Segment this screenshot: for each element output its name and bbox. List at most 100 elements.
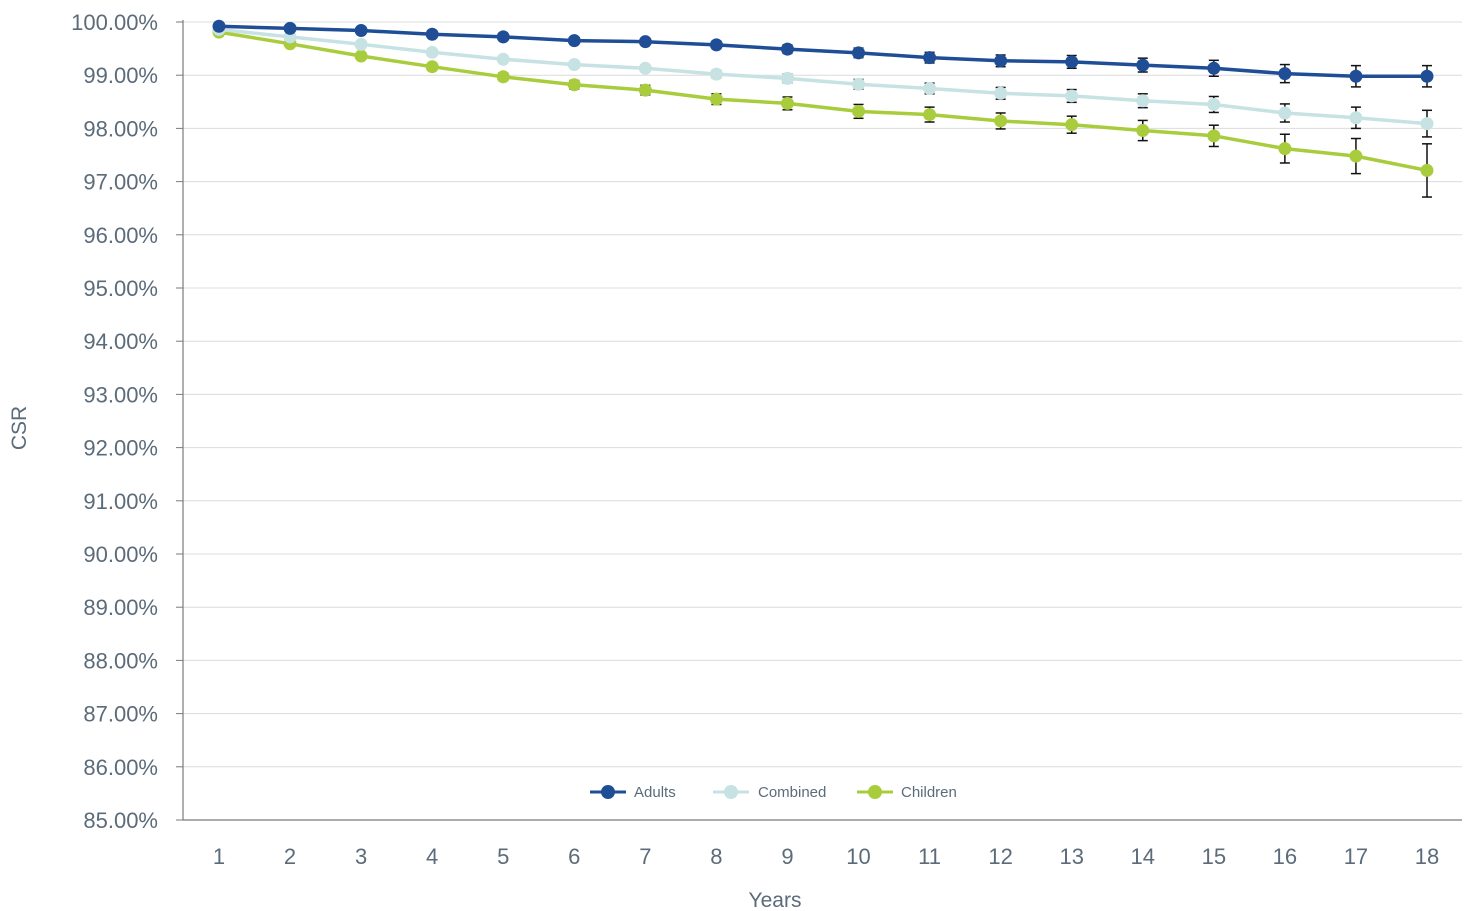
x-tick-label: 5 — [497, 844, 509, 869]
data-point — [852, 46, 866, 60]
data-point — [496, 30, 510, 44]
legend-swatch-marker — [724, 785, 738, 799]
data-point — [283, 21, 297, 35]
y-tick-label: 96.00% — [83, 223, 158, 248]
legend-swatch-marker — [868, 785, 882, 799]
data-point — [1065, 55, 1079, 69]
data-point — [638, 61, 652, 75]
legend-label: Adults — [634, 784, 676, 801]
data-point — [709, 38, 723, 52]
data-point — [567, 58, 581, 72]
data-point — [1207, 61, 1221, 75]
x-tick-label: 8 — [710, 844, 722, 869]
y-tick-label: 98.00% — [83, 116, 158, 141]
x-axis-title: Years — [749, 889, 802, 911]
data-point — [212, 19, 226, 33]
x-tick-label: 10 — [846, 844, 870, 869]
data-point — [923, 51, 937, 65]
legend-swatch-marker — [601, 785, 615, 799]
data-point — [425, 27, 439, 41]
data-point — [1207, 129, 1221, 143]
y-tick-label: 94.00% — [83, 329, 158, 354]
data-point — [1349, 111, 1363, 125]
y-tick-label: 100.00% — [71, 10, 158, 35]
x-tick-label: 7 — [639, 844, 651, 869]
data-point — [1065, 118, 1079, 132]
data-point — [923, 108, 937, 122]
data-point — [1278, 67, 1292, 81]
y-tick-label: 90.00% — [83, 542, 158, 567]
x-tick-label: 16 — [1273, 844, 1297, 869]
y-tick-label: 88.00% — [83, 648, 158, 673]
data-point — [1065, 89, 1079, 103]
y-tick-label: 89.00% — [83, 595, 158, 620]
data-point — [638, 83, 652, 97]
data-point — [923, 82, 937, 95]
data-point — [852, 104, 866, 118]
data-point — [354, 37, 368, 51]
x-tick-label: 17 — [1344, 844, 1368, 869]
series-line — [218, 30, 1428, 173]
data-point — [496, 52, 510, 66]
y-tick-label: 86.00% — [83, 755, 158, 780]
data-point — [780, 71, 794, 85]
series-combined — [212, 22, 1434, 138]
x-tick-label: 15 — [1202, 844, 1226, 869]
data-point — [1349, 149, 1363, 163]
data-point — [1420, 69, 1434, 83]
data-point — [852, 77, 866, 91]
data-point — [1136, 124, 1150, 138]
data-point — [1420, 117, 1434, 131]
legend-label: Combined — [758, 784, 826, 801]
data-point — [1207, 97, 1221, 111]
y-tick-label: 87.00% — [83, 702, 158, 727]
y-tick-label: 92.00% — [83, 436, 158, 461]
data-point — [1136, 58, 1150, 72]
x-tick-label: 9 — [781, 844, 793, 869]
series-adults — [212, 19, 1434, 88]
data-point — [425, 45, 439, 59]
x-tick-label: 1 — [213, 844, 225, 869]
x-tick-label: 6 — [568, 844, 580, 869]
x-tick-label: 11 — [918, 844, 941, 869]
data-point — [780, 42, 794, 56]
data-point — [425, 60, 439, 74]
x-tick-label: 13 — [1059, 844, 1083, 869]
gridlines — [183, 21, 1462, 768]
legend-item-children: Children — [857, 784, 957, 801]
data-point — [1278, 142, 1292, 156]
x-tick-label: 14 — [1131, 844, 1155, 869]
legend: Adults Combined Children — [590, 784, 957, 801]
x-tick-label: 2 — [284, 844, 296, 869]
data-point — [994, 114, 1008, 128]
data-point — [1278, 106, 1292, 120]
x-tick-label: 18 — [1415, 844, 1439, 869]
y-tick-label: 97.00% — [83, 170, 158, 195]
data-point — [567, 34, 581, 48]
data-point — [994, 54, 1008, 68]
legend-label: Children — [901, 784, 957, 801]
x-tick-labels: 1 2 3 4 5 6 7 8 9 10 11 12 13 14 15 16 17 18 — [213, 844, 1439, 869]
y-tick-label: 93.00% — [83, 382, 158, 407]
data-point — [354, 24, 368, 38]
legend-item-combined: Combined — [713, 784, 826, 801]
data-point — [709, 67, 723, 81]
series-line — [218, 27, 1428, 126]
y-axis-title: CSR — [8, 406, 31, 450]
axes — [176, 20, 1462, 821]
y-tick-label: 85.00% — [83, 808, 158, 833]
y-tick-labels: 85.00% 86.00% 87.00% 88.00% 89.00% 90.00% 91.0… — [71, 10, 158, 833]
data-point — [1349, 69, 1363, 83]
y-tick-label: 99.00% — [83, 63, 158, 88]
data-point — [709, 92, 723, 106]
data-point — [780, 96, 794, 110]
x-tick-label: 3 — [355, 844, 367, 869]
x-tick-label: 4 — [426, 844, 438, 869]
data-point — [354, 49, 368, 63]
y-tick-label: 91.00% — [83, 489, 158, 514]
data-point — [567, 78, 581, 92]
x-tick-label: 12 — [988, 844, 1012, 869]
data-point — [1136, 94, 1150, 108]
data-point — [496, 70, 510, 84]
